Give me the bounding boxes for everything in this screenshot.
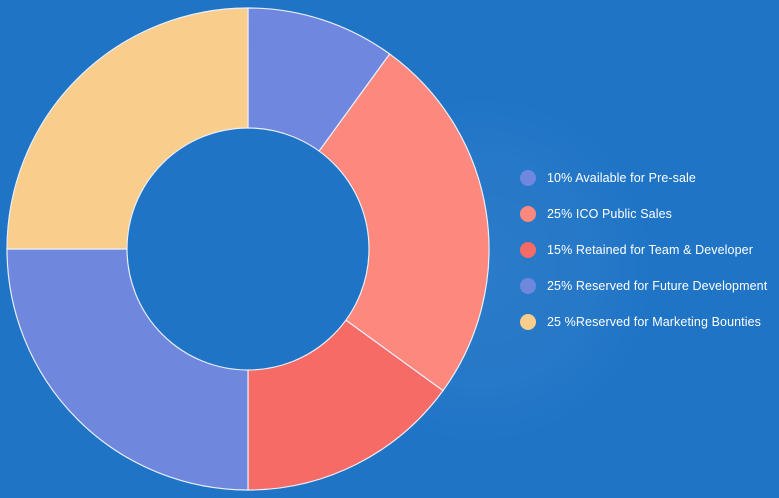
legend-label: 25% Reserved for Future Development <box>547 279 768 293</box>
legend-dot-icon <box>520 314 536 330</box>
legend-dot-icon <box>520 242 536 258</box>
legend-label: 10% Available for Pre-sale <box>547 171 696 185</box>
legend-label: 25% ICO Public Sales <box>547 207 672 221</box>
legend-item-1: 10% Available for Pre-sale <box>520 160 767 196</box>
chart-legend: 10% Available for Pre-sale 25% ICO Public… <box>520 160 767 340</box>
donut-chart <box>6 7 490 491</box>
legend-dot-icon <box>520 206 536 222</box>
legend-item-4: 25% Reserved for Future Development <box>520 268 767 304</box>
legend-item-3: 15% Retained for Team & Developer <box>520 232 767 268</box>
legend-label: 25 %Reserved for Marketing Bounties <box>547 315 762 329</box>
legend-item-5: 25 %Reserved for Marketing Bounties <box>520 304 767 340</box>
legend-item-2: 25% ICO Public Sales <box>520 196 767 232</box>
donut-slice-2 <box>247 53 490 392</box>
donut-hole <box>126 127 370 371</box>
legend-label: 15% Retained for Team & Developer <box>547 243 753 257</box>
legend-dot-icon <box>520 170 536 186</box>
legend-dot-icon <box>520 278 536 294</box>
